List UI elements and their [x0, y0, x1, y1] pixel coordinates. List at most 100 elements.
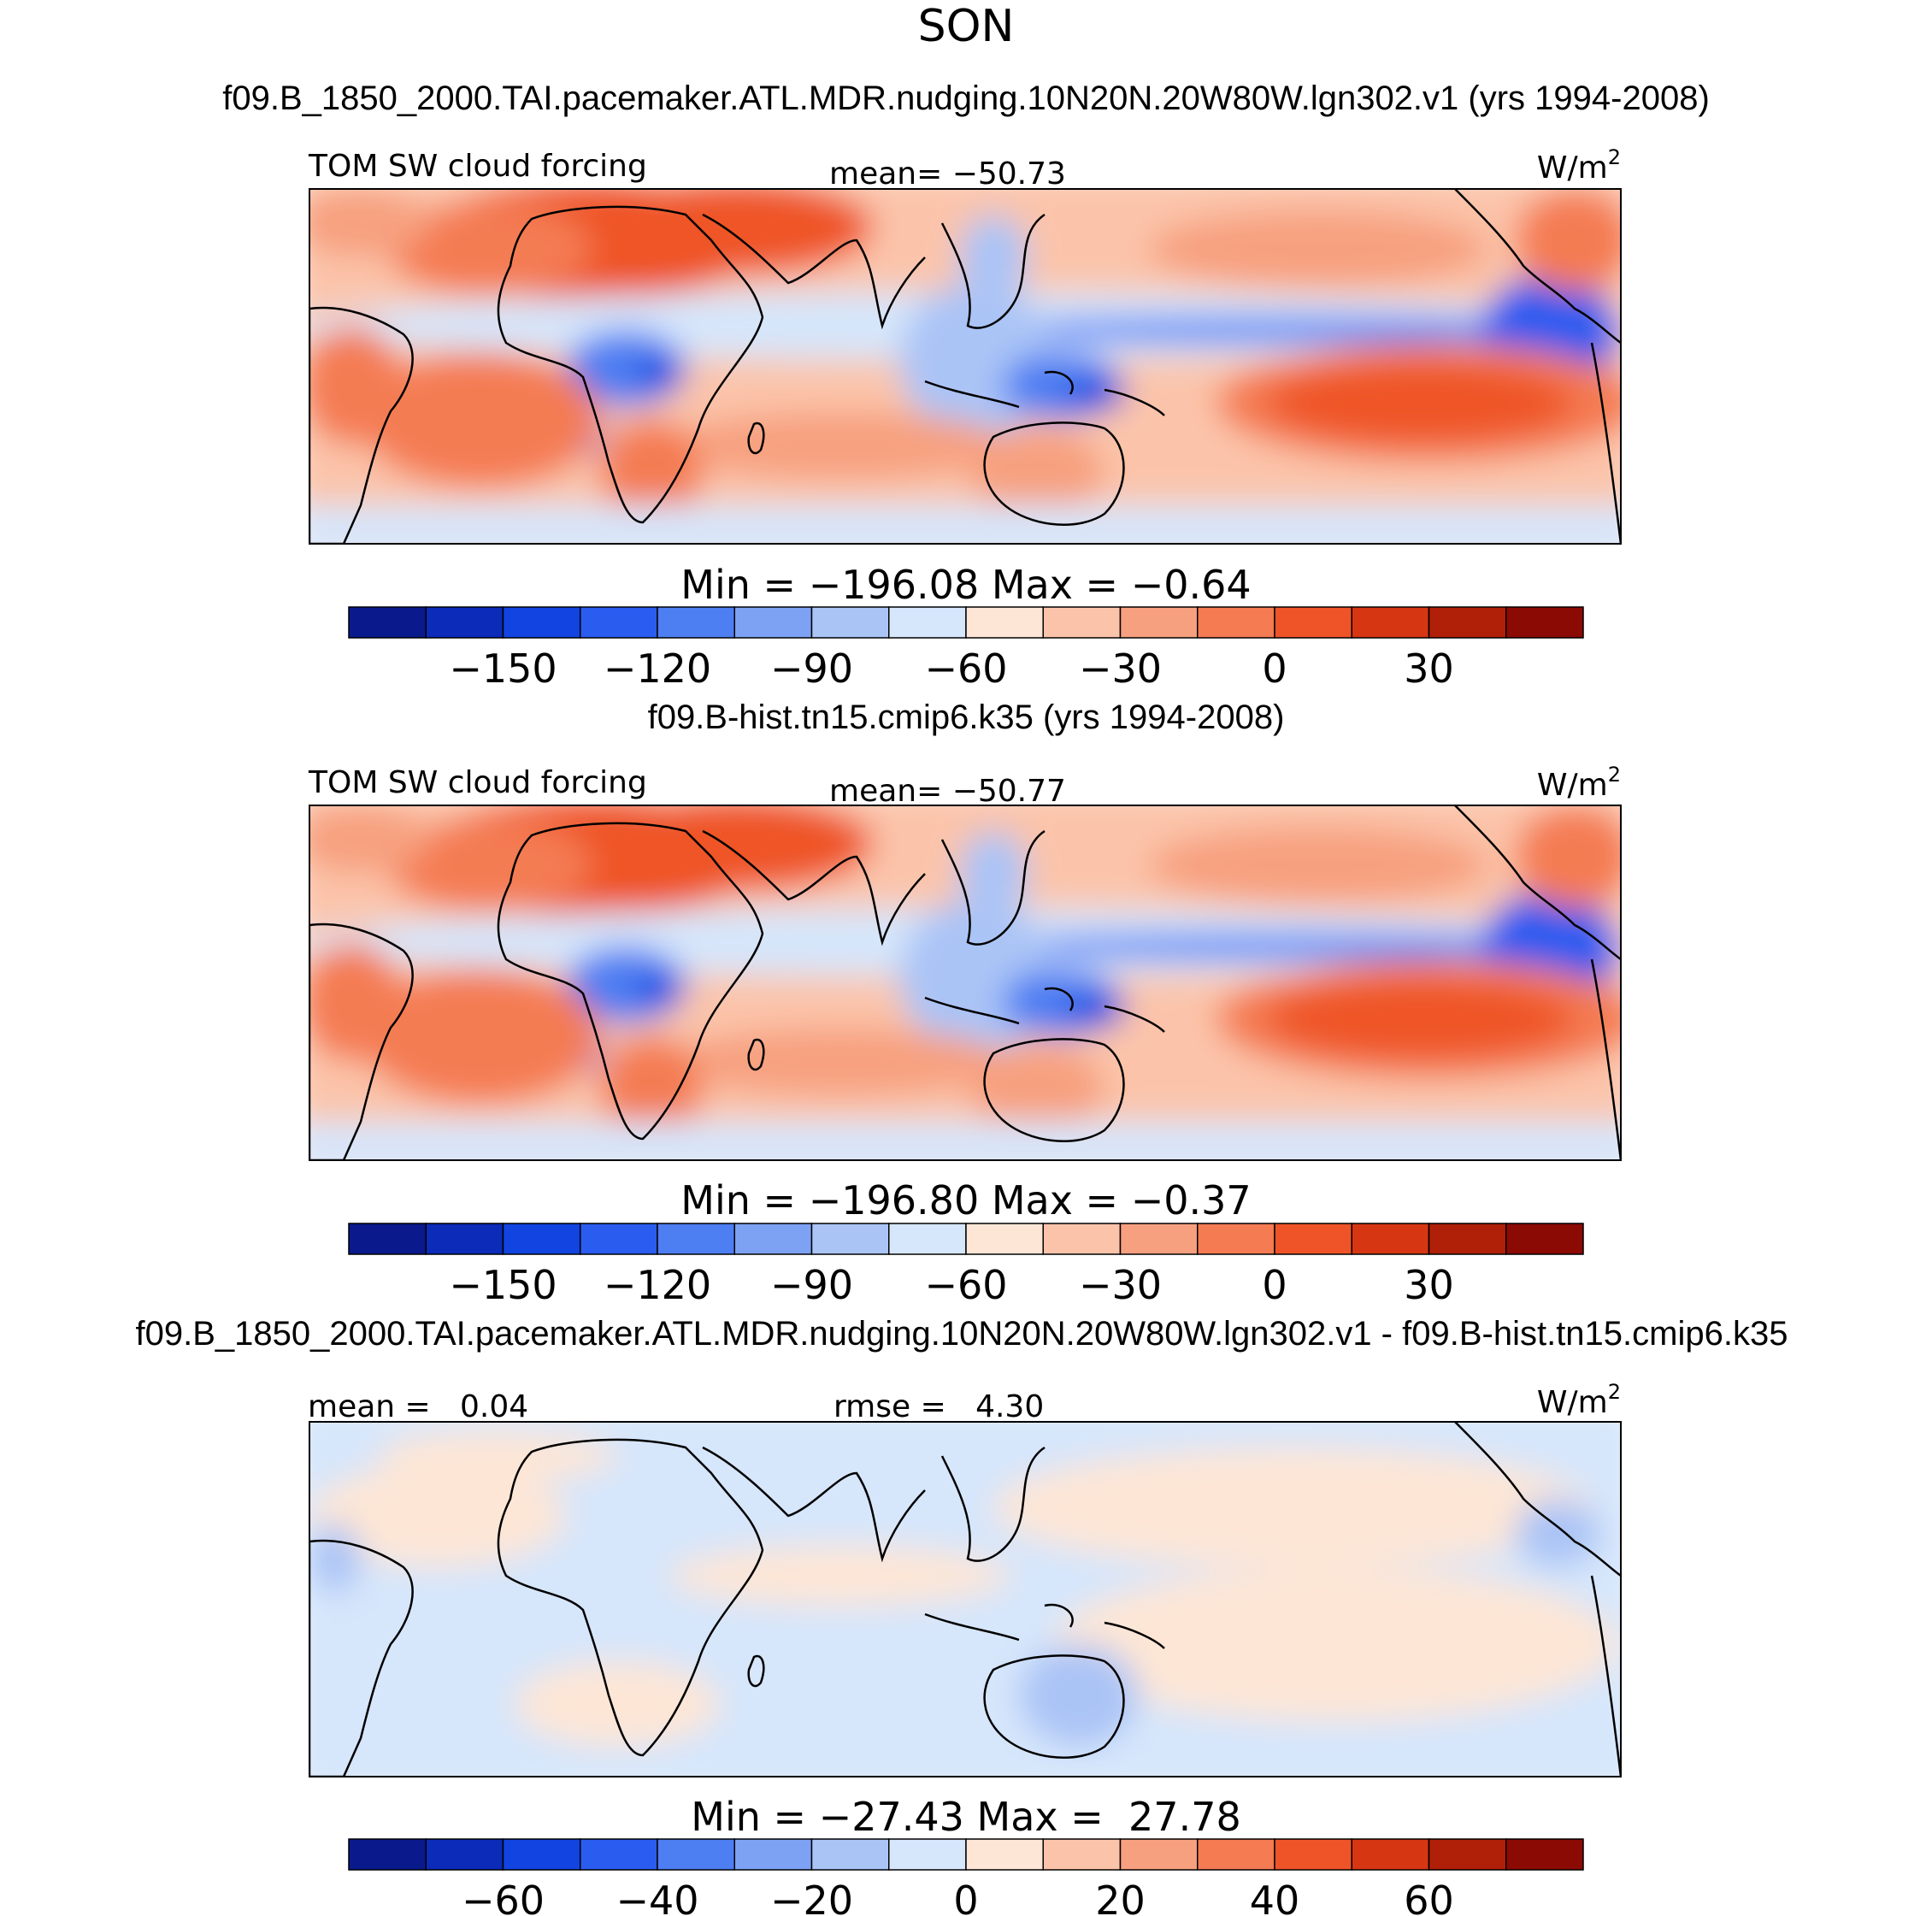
- panel-1: f09.B_1850_2000.TAI.pacemaker.ATL.MDR.nu…: [222, 80, 1710, 692]
- coastline: [309, 923, 414, 1160]
- coastline: [1104, 1621, 1165, 1649]
- colorbar-tick-label: 40: [1250, 1878, 1300, 1916]
- coastline: [1454, 1422, 1621, 1577]
- colorbar-box: [965, 606, 1044, 639]
- panel-2-map: [309, 805, 1621, 1160]
- colorbar-box: [1119, 606, 1199, 639]
- colorbar-box: [1197, 606, 1275, 639]
- panel-1-mean-label: mean= −50.73: [829, 156, 1066, 192]
- panel-1-units-base: W/m: [1537, 150, 1608, 186]
- panel-2-field-region: [600, 805, 874, 891]
- coastline: [747, 422, 765, 455]
- colorbar-box: [580, 1838, 658, 1871]
- panel-2-units: W/m2: [1537, 763, 1621, 803]
- panel-1-colorbar: −150 −120 −90 −60 −30 0 30: [348, 606, 1584, 692]
- coastline: [1454, 189, 1621, 345]
- colorbar-box: [657, 1223, 735, 1255]
- colorbar-box: [580, 606, 658, 639]
- panel-3-field-region: [515, 1661, 720, 1747]
- colorbar-tick-label: −90: [770, 646, 853, 692]
- colorbar-box: [425, 606, 504, 639]
- colorbar-box: [888, 1838, 967, 1871]
- coastline: [1044, 1603, 1074, 1628]
- coastline: [702, 1446, 926, 1563]
- panel-2-field-region: [669, 1028, 1010, 1096]
- colorbar-tick-label: −120: [604, 1262, 711, 1308]
- panel-2-field-label: TOM SW cloud forcing: [308, 765, 647, 800]
- panel-3: f09.B_1850_2000.TAI.pacemaker.ATL.MDR.nu…: [136, 1315, 1788, 1916]
- panel-3-units: W/m2: [1537, 1380, 1621, 1420]
- colorbar-box: [733, 1838, 813, 1871]
- colorbar-box: [733, 1223, 813, 1255]
- colorbar-tick-label: 30: [1404, 1262, 1454, 1308]
- colorbar-tick-label: −60: [462, 1878, 545, 1916]
- panel-2-field-region: [600, 1036, 703, 1139]
- colorbar-box: [1428, 606, 1507, 639]
- panel-2-field-region: [1147, 827, 1489, 904]
- colorbar-tick-label: 0: [1262, 646, 1287, 692]
- panel-3-field-region: [309, 1524, 361, 1593]
- colorbar-box: [502, 1223, 581, 1255]
- panel-1-field-label: TOM SW cloud forcing: [308, 149, 647, 184]
- coastline: [702, 213, 926, 330]
- panel-2-units-base: W/m: [1537, 768, 1608, 803]
- panel-2-colorbar: −150 −120 −90 −60 −30 0 30: [348, 1223, 1584, 1308]
- panel-2-field-region: [309, 805, 429, 874]
- colorbar-box: [1505, 606, 1584, 639]
- coastline: [1590, 342, 1621, 544]
- panel-3-map: [309, 1422, 1621, 1777]
- panel-1-field-region: [600, 420, 703, 522]
- colorbar-box: [1274, 1223, 1352, 1255]
- panel-1-field-region: [1267, 364, 1575, 441]
- colorbar-box: [1274, 606, 1352, 639]
- colorbar-tick-label: 0: [953, 1878, 978, 1916]
- colorbar-box: [348, 606, 427, 639]
- colorbar-box: [1042, 606, 1122, 639]
- colorbar-tick-label: −20: [770, 1878, 853, 1916]
- colorbar-tick-label: 60: [1404, 1878, 1454, 1916]
- colorbar-box: [1428, 1838, 1507, 1871]
- panel-2-title: f09.B-hist.tn15.cmip6.k35 (yrs 1994-2008…: [648, 699, 1285, 736]
- coastline: [940, 1446, 1046, 1562]
- panel-2-field-region: [386, 818, 592, 912]
- coastline: [309, 306, 414, 544]
- panel-3-field-region: [1515, 1499, 1600, 1567]
- colorbar-tick-label: 30: [1404, 646, 1454, 692]
- coastline: [940, 213, 1046, 329]
- panel-1-field-region: [309, 189, 429, 257]
- coastline: [983, 422, 1125, 526]
- colorbar-box: [425, 1223, 504, 1255]
- panel-3-colorbar: −60 −40 −20 0 20 40 60: [348, 1838, 1584, 1916]
- colorbar-box: [502, 1838, 581, 1871]
- panel-1-field-region: [309, 326, 403, 445]
- panel-1-units: W/m2: [1537, 145, 1621, 186]
- page-title: SON: [918, 1, 1015, 52]
- panel-1-field-region: [1515, 189, 1621, 292]
- colorbar-box: [810, 1223, 890, 1255]
- panel-1-field-region: [669, 411, 1010, 480]
- panel-2-units-sup: 2: [1608, 763, 1621, 787]
- panel-3-field-region: [1019, 1644, 1139, 1747]
- coastline: [983, 1654, 1125, 1759]
- coastline: [1044, 370, 1074, 395]
- colorbar-tick-label: −60: [924, 1262, 1007, 1308]
- colorbar-box: [348, 1838, 427, 1871]
- colorbar-box: [1351, 1223, 1430, 1255]
- colorbar-tick-label: −30: [1079, 646, 1162, 692]
- panel-3-stats: Min = −27.43 Max = 27.78: [691, 1794, 1240, 1840]
- panel-1-field-region: [951, 317, 1621, 343]
- panel-2-field-region: [951, 934, 1621, 959]
- coastline: [497, 205, 764, 524]
- panel-2-stats: Min = −196.80 Max = −0.37: [680, 1177, 1251, 1223]
- colorbar-tick-label: −150: [449, 646, 557, 692]
- colorbar-tick-label: −40: [616, 1878, 698, 1916]
- coastline: [309, 1539, 414, 1777]
- panel-3-mean-label: mean = 0.04: [308, 1389, 528, 1424]
- colorbar-box: [1119, 1223, 1199, 1255]
- colorbar-box: [810, 1838, 890, 1871]
- colorbar-tick-label: −150: [449, 1262, 557, 1308]
- colorbar-box: [1274, 1838, 1352, 1871]
- panel-3-field-region: [378, 1430, 617, 1482]
- colorbar-box: [502, 606, 581, 639]
